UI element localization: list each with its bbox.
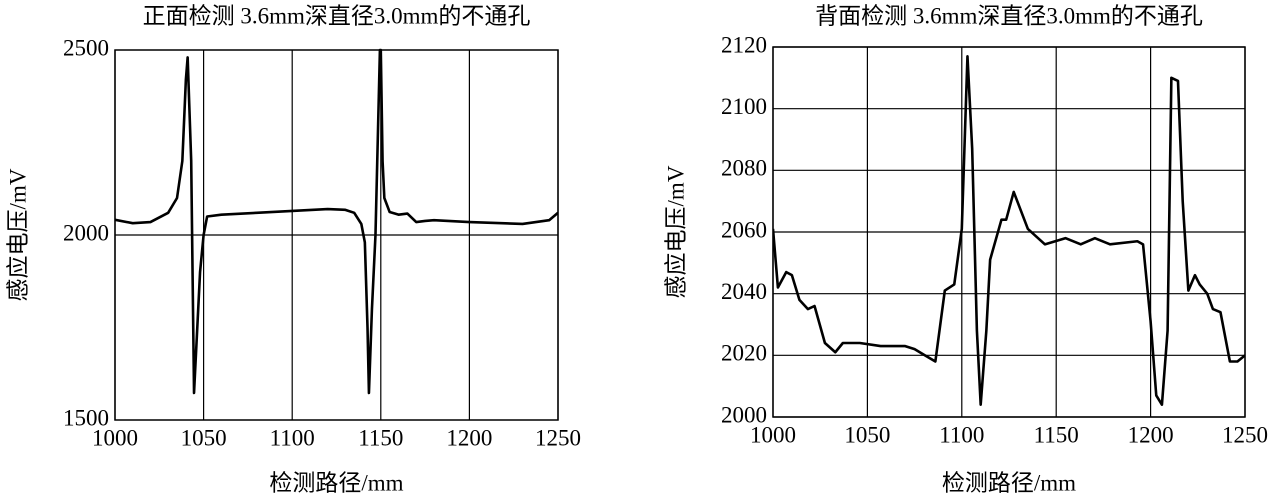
y-tick-label: 2020 <box>721 341 767 366</box>
x-tick-label: 1200 <box>1128 422 1174 447</box>
y-tick-label: 2080 <box>721 156 767 181</box>
y-tick-label: 2120 <box>721 32 767 57</box>
y-tick-label: 2000 <box>63 220 109 245</box>
data-line <box>115 48 558 395</box>
chart-title: 背面检测 3.6mm深直径3.0mm的不通孔 <box>815 3 1203 28</box>
x-tick-label: 1000 <box>92 425 138 450</box>
x-axis-label: 检测路径/mm <box>942 470 1076 495</box>
data-line <box>773 54 1245 406</box>
plot-frame <box>772 46 1246 418</box>
plot-frame <box>114 49 559 421</box>
y-tick-label: 2100 <box>721 94 767 119</box>
x-tick-label: 1050 <box>844 422 890 447</box>
x-tick-label: 1150 <box>358 425 403 450</box>
x-tick-label: 1050 <box>181 425 227 450</box>
y-axis-label: 感应电压/mV <box>663 165 688 298</box>
x-tick-label: 1200 <box>446 425 492 450</box>
y-axis-label: 感应电压/mV <box>5 168 30 301</box>
y-tick-label: 1500 <box>63 405 109 430</box>
y-tick-label: 2000 <box>721 402 767 427</box>
x-tick-label: 1000 <box>750 422 796 447</box>
x-axis-label: 检测路径/mm <box>269 470 403 495</box>
x-tick-label: 1100 <box>270 425 315 450</box>
x-tick-label: 1150 <box>1034 422 1079 447</box>
x-tick-label: 1250 <box>1222 422 1268 447</box>
y-tick-label: 2500 <box>63 35 109 60</box>
y-tick-label: 2060 <box>721 217 767 242</box>
x-tick-label: 1250 <box>535 425 581 450</box>
y-tick-label: 2040 <box>721 279 767 304</box>
x-tick-label: 1100 <box>939 422 984 447</box>
chart-title: 正面检测 3.6mm深直径3.0mm的不通孔 <box>143 3 531 28</box>
